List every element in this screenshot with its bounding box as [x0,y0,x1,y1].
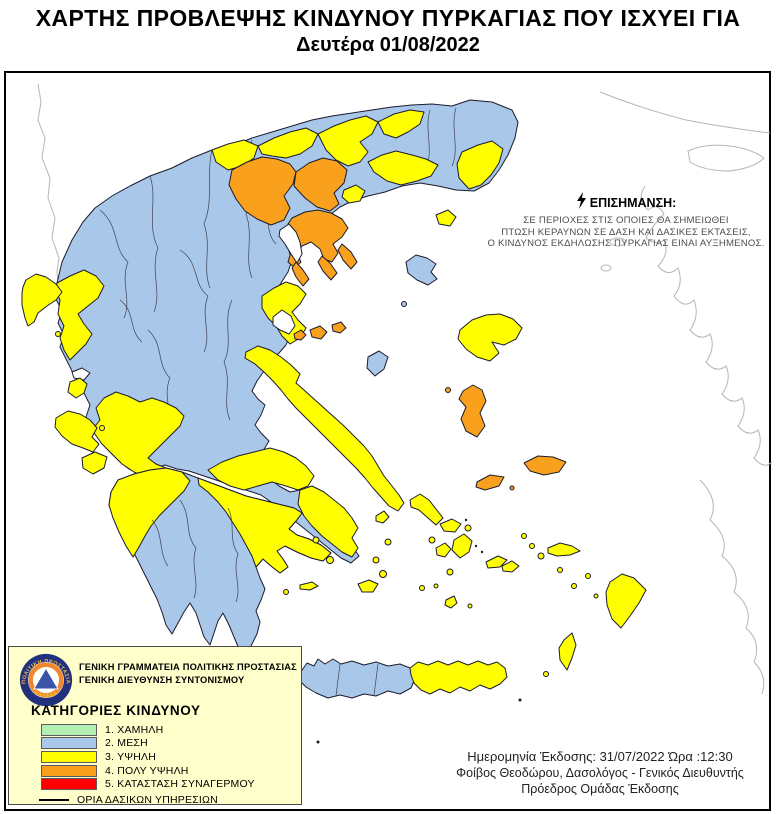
risk-category-row: 3. ΥΨΗΛΗ [41,750,255,764]
neighbor-borders [37,83,773,695]
swatch-medium [41,737,97,750]
page-title: ΧΑΡΤΗΣ ΠΡΟΒΛΕΨΗΣ ΚΙΝΔΥΝΟΥ ΠΥΡΚΑΓΙΑΣ ΠΟΥ … [0,4,776,58]
sporades-islands [293,321,389,377]
agency-name: ΓΕΝΙΚΗ ΓΡΑΜΜΑΤΕΙΑ ΠΟΛΙΤΙΚΗΣ ΠΡΟΣΤΑΣΙΑΣ Γ… [79,661,297,687]
risk-category-label: 5. ΚΑΤΑΣΤΑΣΗ ΣΥΝΑΓΕΡΜΟΥ [105,778,255,791]
logo-text-bottom: ΕΛΛΑΔΑ [33,690,58,699]
lightning-notice: ΕΠΙΣΗΜΑΝΣΗ: ΣΕ ΠΕΡΙΟΧΕΣ ΣΤΙΣ ΟΠΟΙΕΣ ΘΑ Σ… [480,192,772,250]
risk-category-label: 2. ΜΕΣΗ [105,737,148,750]
civil-protection-logo: ΠΟΛΙΤΙΚΗ ΠΡΟΣΤΑΣΙΑ ΕΛΛΑΔΑ [19,653,73,707]
agency-line1: ΓΕΝΙΚΗ ΓΡΑΜΜΑΤΕΙΑ ΠΟΛΙΤΙΚΗΣ ΠΡΟΣΤΑΣΙΑΣ [79,662,297,672]
peloponnese [108,467,332,658]
notice-line: Ο ΚΙΝΔΥΝΟΣ ΕΚΔΗΛΩΣΗΣ ΠΥΡΚΑΓΙΑΣ ΕΙΝΑΙ ΑΥΞ… [487,238,765,249]
lightning-icon [576,192,586,209]
swatch-high [41,750,97,763]
issue-info: Ημερομηνία Έκδοσης: 31/07/2022 Ώρα :12:3… [430,748,770,797]
crete [298,658,522,744]
risk-category-row: 5. ΚΑΤΑΣΤΑΣΗ ΣΥΝΑΓΕΡΜΟΥ [41,777,255,791]
gulf-notches [71,223,303,381]
cyclades-islands [357,493,508,609]
very-high-risk-regions [228,156,358,287]
legend-heading: ΚΑΤΗΓΟΡΙΕΣ ΚΙΝΔΥΝΟΥ [31,703,201,718]
notice-line: ΠΤΩΣΗ ΚΕΡΑΥΝΩΝ ΣΕ ΔΑΣΗ ΚΑΙ ΔΑΣΙΚΕΣ ΕΚΤΑΣ… [501,226,751,238]
swatch-alarm [41,778,97,791]
swatch-low [41,723,97,736]
mainland [55,99,519,564]
notice-line: ΣΕ ΠΕΡΙΟΧΕΣ ΣΤΙΣ ΟΠΟΙΕΣ ΘΑ ΣΗΜΕΙΩΘΕΙ [523,215,729,226]
issuer-name: Φοίβος Θεοδώρου, Δασολόγος - Γενικός Διε… [456,766,744,780]
title-date: Δευτέρα 01/08/2022 [296,34,480,56]
title-line1: ΧΑΡΤΗΣ ΠΡΟΒΛΕΨΗΣ ΚΙΝΔΥΝΟΥ ΠΥΡΚΑΓΙΑΣ ΠΟΥ … [35,5,741,31]
risk-category-label: 1. ΧΑΜΗΛΗ [105,723,164,736]
risk-category-list: 1. ΧΑΜΗΛΗ 2. ΜΕΣΗ 3. ΥΨΗΛΗ 4. ΠΟΛΥ ΥΨΗΛΗ… [41,723,255,791]
risk-category-label: 4. ΠΟΛΥ ΥΨΗΛΗ [105,764,189,777]
risk-category-row: 1. ΧΑΜΗΛΗ [41,723,255,737]
legend-box: ΠΟΛΙΤΙΚΗ ΠΡΟΣΤΑΣΙΑ ΕΛΛΑΔΑ ΓΕΝΙΚΗ ΓΡΑΜΜΑΤ… [8,646,302,806]
island-evia [244,345,405,512]
boundary-label: ΟΡΙΑ ΔΑΣΙΚΩΝ ΥΠΗΡΕΣΙΩΝ [77,794,218,806]
ionian-islands [21,273,108,475]
risk-category-row: 4. ΠΟΛΥ ΥΨΗΛΗ [41,764,255,778]
issue-date: Ημερομηνία Έκδοσης: 31/07/2022 Ώρα :12:3… [467,749,733,764]
boundary-line-symbol [39,799,69,801]
north-aegean-islands [341,184,567,491]
saronic-islands [283,536,334,595]
risk-category-row: 2. ΜΕΣΗ [41,737,255,751]
boundary-legend-row: ΟΡΙΑ ΔΑΣΙΚΩΝ ΥΠΗΡΕΣΙΩΝ [39,794,218,806]
notice-heading: ΕΠΙΣΗΜΑΝΣΗ: [589,196,677,210]
swatch-very-high [41,764,97,777]
svg-text:ΕΛΛΑΔΑ: ΕΛΛΑΔΑ [33,690,59,699]
agency-line2: ΓΕΝΙΚΗ ΔΙΕΥΘΥΝΣΗ ΣΥΝΤΟΝΙΣΜΟΥ [79,675,245,685]
risk-category-label: 3. ΥΨΗΛΗ [105,750,157,763]
issuer-title: Πρόεδρος Ομάδας Έκδοσης [521,782,679,796]
dodecanese-islands [501,533,647,677]
